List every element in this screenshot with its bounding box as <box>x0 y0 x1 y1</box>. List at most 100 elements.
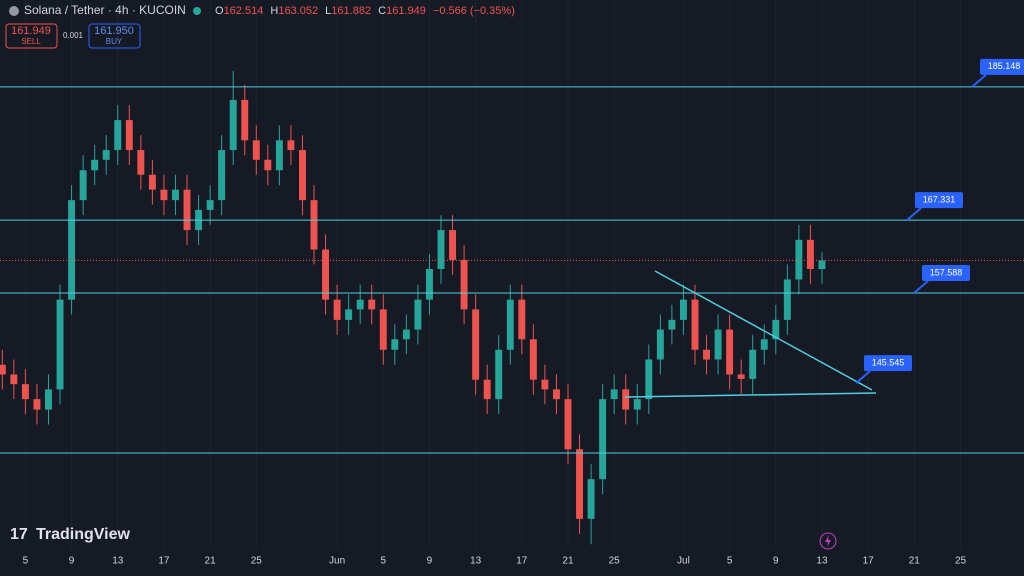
level-pointer <box>855 370 871 384</box>
candle-body <box>425 268 433 300</box>
value: 161.949 <box>386 5 426 17</box>
candle-body <box>633 399 641 410</box>
candle-body <box>772 319 780 340</box>
candle-body <box>102 150 110 160</box>
level-box <box>864 355 912 372</box>
candle-body <box>795 239 803 280</box>
candle-body <box>333 299 341 320</box>
candle-body <box>10 374 18 385</box>
trend-line <box>624 392 877 398</box>
level-pointer <box>906 207 922 221</box>
trend-line <box>654 270 873 391</box>
candle-body <box>148 174 156 190</box>
x-tick-label: 5 <box>23 556 29 567</box>
candle-body <box>402 329 410 340</box>
candle-body <box>0 364 6 375</box>
buy-button[interactable] <box>88 23 141 49</box>
candle-body <box>691 299 699 350</box>
sell-label: SELL <box>21 37 41 46</box>
candle-body <box>160 189 168 201</box>
candle-body <box>310 200 318 250</box>
symbol-icon <box>9 6 19 16</box>
buy-label: BUY <box>106 37 123 46</box>
level-labels: 185.148 167.331 157.588 145.545 <box>0 58 1024 384</box>
candle-body <box>379 309 387 350</box>
candle-body <box>599 399 607 480</box>
candle-body <box>56 299 64 390</box>
label: H <box>270 5 278 17</box>
level-label: 167.331 <box>923 194 956 204</box>
label: O <box>215 5 224 17</box>
candle-body <box>529 339 537 380</box>
level-label: 157.588 <box>930 267 963 277</box>
x-tick-label: Jun <box>329 556 345 567</box>
logo-mark: 17 <box>10 526 28 543</box>
value: 163.052 <box>278 5 318 17</box>
x-tick-label: 21 <box>562 556 574 567</box>
candle-body <box>495 349 503 400</box>
label: L <box>325 5 331 17</box>
x-tick-label: 9 <box>427 556 433 567</box>
candle-body <box>622 389 630 410</box>
x-tick-label: 9 <box>773 556 779 567</box>
candle-body <box>252 140 260 160</box>
candle-body <box>818 260 826 269</box>
buy-price: 161.950 <box>94 25 134 37</box>
candle-body <box>183 189 191 231</box>
candle-body <box>241 99 249 141</box>
candle-body <box>506 299 514 350</box>
label: C <box>378 5 386 17</box>
x-tick-label: 25 <box>955 556 967 567</box>
ohlc: O162.514 H163.052 L161.882 C161.949 −0.5… <box>215 5 515 17</box>
x-tick-label: 9 <box>69 556 75 567</box>
x-tick-label: Jul <box>677 556 690 567</box>
event-icon[interactable] <box>819 532 837 550</box>
level-pointer <box>913 280 929 294</box>
grid <box>24 0 962 548</box>
sell-price: 161.949 <box>11 25 51 37</box>
candle-body <box>587 479 595 519</box>
candle-body <box>760 339 768 350</box>
candle-body <box>68 200 76 300</box>
x-tick-label: 17 <box>158 556 170 567</box>
x-tick-label: 5 <box>380 556 386 567</box>
candle-body <box>287 140 295 151</box>
candle-body <box>299 150 306 201</box>
event-bolt <box>825 535 831 547</box>
change: −0.566 (−0.35%) <box>433 5 515 17</box>
candle-body <box>806 239 814 269</box>
brand[interactable]: TradingView <box>36 526 131 543</box>
candle-body <box>391 339 399 350</box>
candle-body <box>368 299 376 310</box>
symbol[interactable]: Solana / Tether · 4h · KUCOIN <box>24 3 186 17</box>
candle-body <box>576 449 583 519</box>
sell-button[interactable] <box>5 23 58 49</box>
value: 161.882 <box>331 5 371 17</box>
candle-body <box>645 359 653 400</box>
candle-body <box>703 349 710 360</box>
candle-body <box>749 349 757 379</box>
candle-body <box>125 120 133 151</box>
candle-body <box>460 260 468 310</box>
candle-body <box>726 329 734 375</box>
candle-body <box>472 309 480 380</box>
level-box <box>980 58 1024 75</box>
candle-body <box>437 230 445 269</box>
candle-body <box>656 329 664 360</box>
x-tick-label: 13 <box>470 556 482 567</box>
x-tick-label: 5 <box>727 556 733 567</box>
x-tick-label: 13 <box>816 556 828 567</box>
level-pointer <box>971 74 987 88</box>
level-label: 185.148 <box>988 61 1021 71</box>
x-tick-label: 21 <box>909 556 921 567</box>
x-tick-label: 25 <box>251 556 263 567</box>
x-tick-label: 17 <box>863 556 875 567</box>
candle-body <box>322 249 330 300</box>
candle-body <box>356 299 364 310</box>
x-tick-label: 21 <box>205 556 217 567</box>
candle-body <box>137 150 145 175</box>
time-axis <box>0 548 1024 576</box>
candle-body <box>172 189 179 201</box>
